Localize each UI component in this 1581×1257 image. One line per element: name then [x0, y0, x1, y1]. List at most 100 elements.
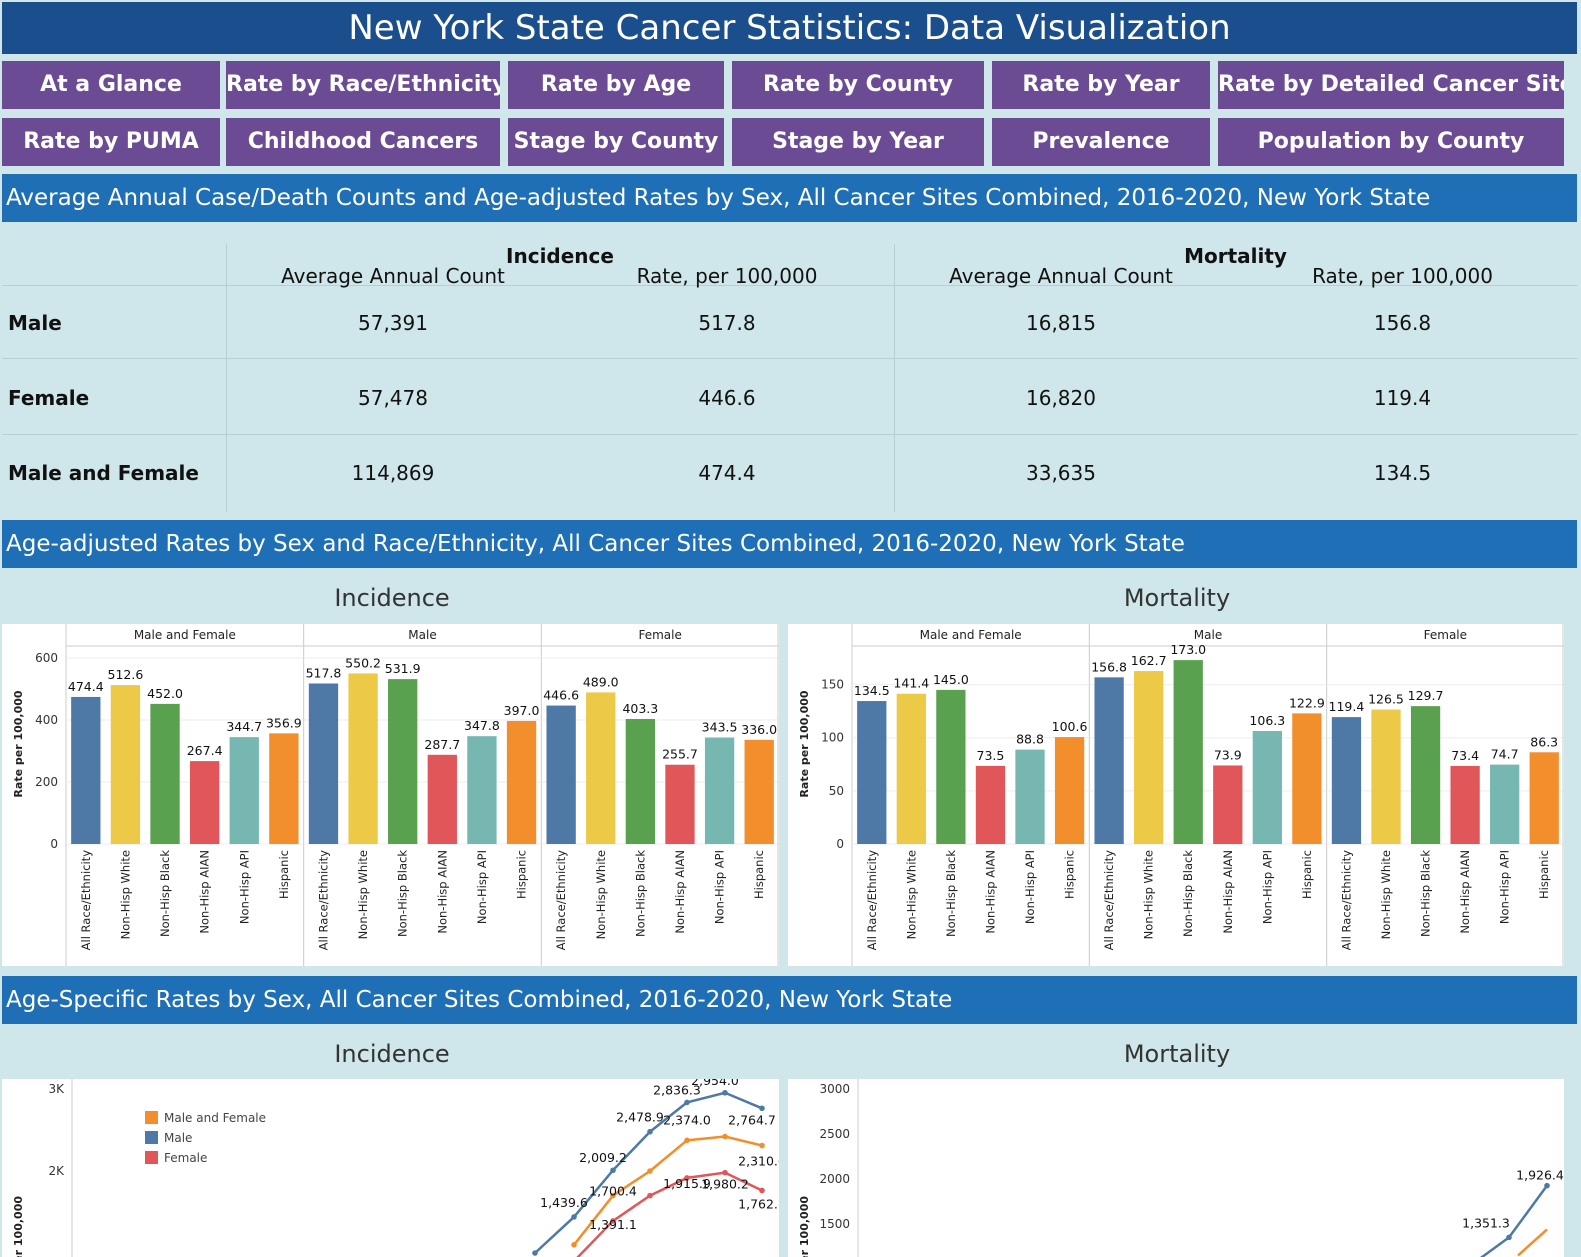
bar [1213, 765, 1243, 844]
category-label: All Race/Ethnicity [1102, 850, 1116, 951]
panel-title: Male and Female [920, 628, 1022, 642]
category-label: Non-Hisp API [713, 850, 727, 924]
data-label: 1,439.6 [540, 1195, 588, 1210]
data-point [532, 1250, 538, 1256]
data-point [610, 1167, 616, 1174]
data-label: 2,478.9 [616, 1110, 664, 1125]
bar-value-label: 129.7 [1408, 688, 1444, 703]
table-divider [894, 244, 895, 512]
nav-button-rate-by-detailed-cancer-site[interactable]: Rate by Detailed Cancer Site [1218, 61, 1564, 109]
col-mort-rate: Rate, per 100,000 [1312, 264, 1493, 288]
panel-title: Male [1194, 628, 1222, 642]
category-label: Non-Hisp White [904, 850, 918, 939]
section-header-race: Age-adjusted Rates by Sex and Race/Ethni… [2, 520, 1577, 568]
table-cell-mort-count: 16,820 [1026, 386, 1096, 410]
bar-value-label: 550.2 [345, 655, 381, 670]
bar-value-label: 403.3 [622, 701, 658, 716]
bar-value-label: 287.7 [424, 737, 460, 752]
bar-value-label: 452.0 [147, 686, 183, 701]
bar [975, 765, 1006, 844]
bar-value-label: 255.7 [662, 747, 698, 762]
bar-value-label: 517.8 [306, 665, 342, 680]
y-axis-label: Rate per 100,000 [798, 690, 811, 797]
data-point [722, 1089, 728, 1096]
data-point [722, 1133, 728, 1140]
nav-button-rate-by-age[interactable]: Rate by Age [508, 61, 724, 109]
y-tick-label: 600 [35, 651, 58, 665]
bar [229, 737, 259, 844]
bar [546, 705, 576, 844]
category-label: Non-Hisp White [594, 850, 608, 939]
bar [348, 673, 378, 844]
bar-value-label: 356.9 [266, 715, 302, 730]
nav-button-childhood-cancers[interactable]: Childhood Cancers [226, 118, 500, 166]
col-inc-count: Average Annual Count [281, 264, 505, 288]
category-label: Non-Hisp White [1379, 850, 1393, 939]
category-label: Non-Hisp Black [633, 850, 647, 937]
bar-value-label: 446.6 [543, 688, 579, 703]
mortality-header: Mortality [1184, 244, 1287, 268]
category-label: Non-Hisp AIAN [983, 850, 997, 934]
table-cell-inc-rate: 517.8 [698, 311, 756, 335]
age-incidence-subtitle: Incidence [334, 1040, 450, 1068]
nav-button-prevalence[interactable]: Prevalence [992, 118, 1210, 166]
table-divider [2, 434, 1577, 435]
category-label: Hispanic [1300, 850, 1314, 899]
nav-button-rate-by-year[interactable]: Rate by Year [992, 61, 1210, 109]
bar [1331, 717, 1362, 844]
category-label: Non-Hisp AIAN [673, 850, 687, 934]
series-line-male-and-female [573, 1135, 763, 1246]
legend-label: Male [164, 1131, 192, 1145]
bar [1292, 713, 1322, 844]
y-tick-label: 150 [821, 678, 844, 692]
mortality-bar-chart: Rate per 100,000 0 50 100 150 Male and Female… [798, 624, 1564, 966]
nav-button-rate-by-race-ethnicity[interactable]: Rate by Race/Ethnicity [226, 61, 500, 109]
table-divider [2, 358, 1577, 359]
series-line-female [576, 1171, 763, 1257]
data-point [610, 1218, 616, 1224]
category-label: All Race/Ethnicity [865, 850, 879, 951]
bar-value-label: 86.3 [1530, 734, 1558, 749]
bar [269, 733, 299, 844]
data-label: 1,762.7 [738, 1196, 779, 1211]
bar [110, 685, 141, 844]
data-label: 2,954.0 [691, 1079, 739, 1088]
category-label: Non-Hisp API [1023, 850, 1037, 924]
table-cell-mort-rate: 134.5 [1373, 461, 1432, 485]
page-title: New York State Cancer Statistics: Data V… [2, 2, 1577, 54]
nav-button-at-a-glance[interactable]: At a Glance [2, 61, 220, 109]
bar [506, 720, 537, 844]
table-cell-inc-count: 57,478 [358, 386, 428, 410]
category-label: Hispanic [277, 850, 291, 899]
category-label: Non-Hisp White [1142, 850, 1156, 939]
nav-button-population-by-county[interactable]: Population by County [1218, 118, 1564, 166]
panel-title: Female [638, 628, 681, 642]
category-label: Non-Hisp API [1498, 850, 1512, 924]
category-label: Non-Hisp Black [944, 850, 958, 937]
data-point [571, 1214, 577, 1220]
data-point [684, 1137, 690, 1144]
bar-value-label: 489.0 [583, 674, 619, 689]
data-point [647, 1168, 653, 1174]
table-cell-mort-count: 33,635 [1026, 461, 1096, 485]
mortality-bar-chart-panel: Rate per 100,000 0 50 100 150 Male and Female… [788, 624, 1564, 966]
data-label: 1,700.4 [589, 1184, 637, 1199]
nav-button-stage-by-year[interactable]: Stage by Year [732, 118, 984, 166]
table-cell-inc-count: 57,391 [358, 311, 428, 335]
bar-value-label: 122.9 [1289, 695, 1325, 710]
y-tick-label: 1500 [819, 1217, 850, 1231]
series-line-male-and-female [1517, 1228, 1548, 1257]
bar-value-label: 134.5 [854, 683, 890, 698]
table-cell-row-label: Male [8, 311, 62, 335]
nav-button-stage-by-county[interactable]: Stage by County [508, 118, 724, 166]
bar [1529, 752, 1559, 844]
data-label: 2,764.7 [728, 1112, 776, 1127]
bar-value-label: 336.0 [741, 722, 777, 737]
nav-button-rate-by-puma[interactable]: Rate by PUMA [2, 118, 220, 166]
data-point [571, 1242, 577, 1248]
nav-button-rate-by-county[interactable]: Rate by County [732, 61, 984, 109]
y-tick-label: 3000 [819, 1082, 850, 1096]
legend-swatch [145, 1151, 158, 1164]
bar-value-label: 145.0 [933, 672, 969, 687]
data-label: 1,915.9 [663, 1176, 711, 1191]
